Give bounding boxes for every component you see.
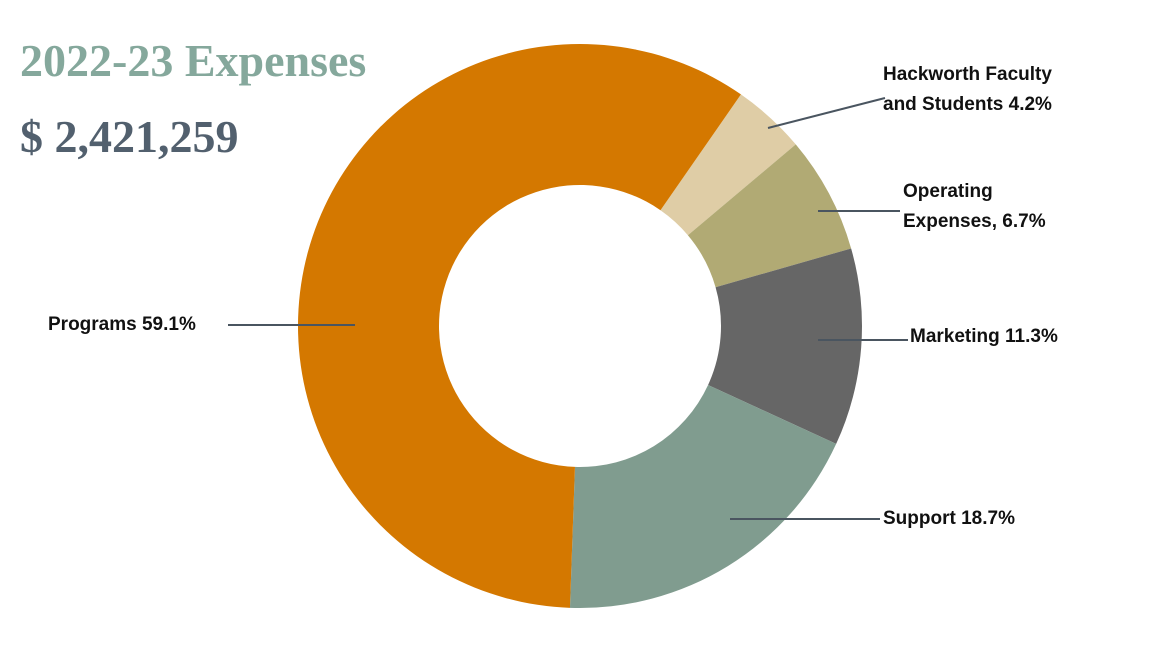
- chart-title: 2022-23 Expenses: [20, 35, 367, 86]
- slice-label: Programs 59.1%: [48, 310, 298, 340]
- category-label: Hackworth Faculty and Students: [883, 64, 1052, 115]
- slice-label: Operating Expenses, 6.7%: [903, 177, 1046, 237]
- donut-slice: [687, 144, 852, 288]
- slice-label: Hackworth Faculty and Students 4.2%: [883, 60, 1068, 120]
- value-label: 6.7%: [1002, 211, 1046, 232]
- slice-label: Support 18.7%: [883, 504, 1133, 534]
- donut-slice: [297, 43, 741, 608]
- chart-subtitle: $ 2,421,259: [20, 111, 239, 162]
- value-label: 18.7%: [961, 508, 1015, 529]
- category-label: Operating Expenses,: [903, 181, 997, 232]
- value-label: 11.3%: [1005, 326, 1058, 347]
- value-label: 4.2%: [1008, 94, 1052, 115]
- donut-slice: [708, 248, 862, 444]
- donut-slice: [569, 384, 837, 608]
- leader-line: [767, 97, 886, 129]
- value-label: 59.1%: [141, 314, 196, 335]
- category-label: Support: [883, 508, 956, 529]
- slice-label: Marketing 11.3%: [910, 322, 1160, 352]
- donut-slice: [660, 94, 796, 236]
- category-label: Programs: [48, 314, 137, 335]
- category-label: Marketing: [910, 326, 1000, 347]
